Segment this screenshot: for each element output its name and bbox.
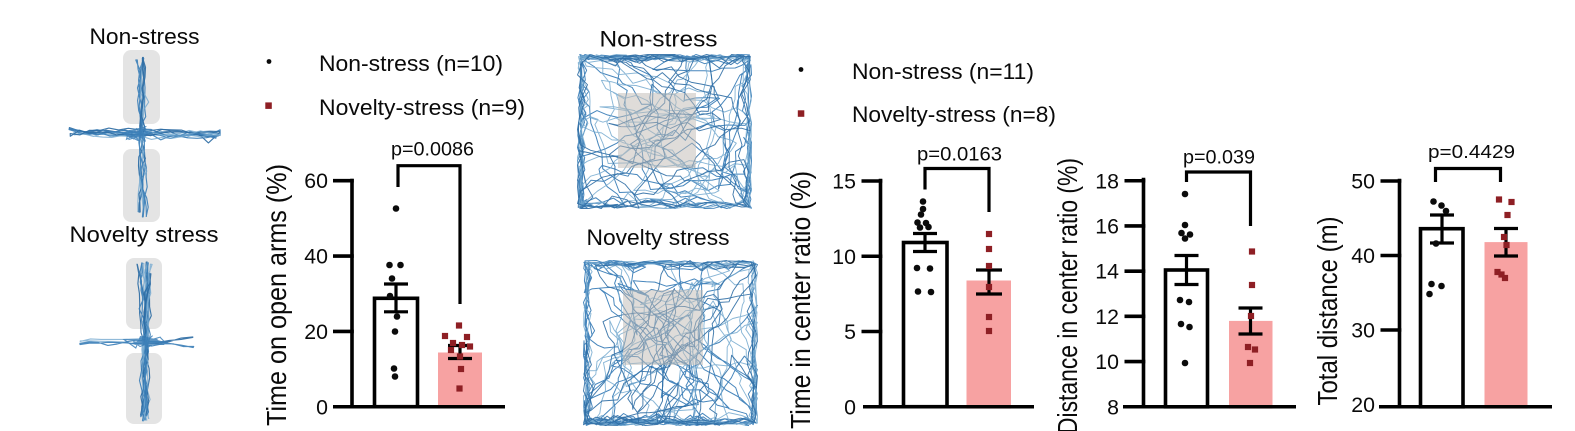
svg-text:14: 14 xyxy=(1095,260,1119,284)
svg-text:16: 16 xyxy=(1095,214,1119,238)
svg-text:60: 60 xyxy=(304,169,328,193)
svg-text:10: 10 xyxy=(1095,350,1119,374)
svg-text:15: 15 xyxy=(832,170,856,194)
svg-text:40: 40 xyxy=(1351,244,1375,268)
svg-text:p=0.0086: p=0.0086 xyxy=(391,139,474,161)
svg-text:p=0.4429: p=0.4429 xyxy=(1428,142,1515,162)
svg-text:8: 8 xyxy=(1107,395,1119,419)
svg-text:Novelty stress: Novelty stress xyxy=(587,225,730,250)
svg-text:50: 50 xyxy=(1351,170,1375,194)
svg-text:Novelty-stress (n=8): Novelty-stress (n=8) xyxy=(852,102,1056,127)
svg-text:20: 20 xyxy=(304,320,328,344)
svg-text:Non-stress: Non-stress xyxy=(600,27,718,52)
svg-text:20: 20 xyxy=(1351,393,1375,417)
svg-text:30: 30 xyxy=(1351,319,1375,343)
svg-text:Novelty stress: Novelty stress xyxy=(70,222,219,247)
svg-text:0: 0 xyxy=(316,395,328,419)
svg-text:10: 10 xyxy=(832,245,856,269)
svg-text:5: 5 xyxy=(844,320,856,344)
svg-text:40: 40 xyxy=(304,245,328,269)
svg-text:p=0.0163: p=0.0163 xyxy=(917,144,1002,166)
svg-text:Novelty-stress (n=9): Novelty-stress (n=9) xyxy=(319,95,525,120)
svg-text:p=0.039: p=0.039 xyxy=(1183,147,1255,169)
svg-text:Non-stress (n=11): Non-stress (n=11) xyxy=(852,59,1034,84)
svg-text:Distance in center ratio (%): Distance in center ratio (%) xyxy=(1052,158,1083,431)
svg-text:18: 18 xyxy=(1095,169,1119,193)
svg-text:0: 0 xyxy=(844,395,856,419)
svg-text:Non-stress: Non-stress xyxy=(90,24,200,49)
svg-text:Total distance (m): Total distance (m) xyxy=(1312,217,1343,406)
svg-text:Non-stress (n=10): Non-stress (n=10) xyxy=(319,51,503,76)
svg-text:Time in center ratio (%): Time in center ratio (%) xyxy=(785,171,816,429)
svg-text:12: 12 xyxy=(1095,305,1119,329)
svg-text:Time on open arms (%): Time on open arms (%) xyxy=(261,164,292,426)
